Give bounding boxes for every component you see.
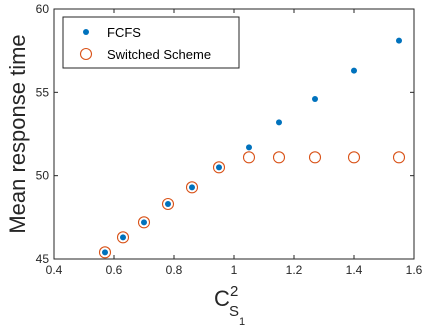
x-axis-label-main: C	[214, 286, 230, 311]
x-axis-label-superscript: 2	[230, 283, 238, 300]
x-tick-label: 0.6	[106, 263, 123, 277]
data-point	[120, 234, 126, 241]
x-axis-label-subsubscript: 1	[239, 316, 245, 328]
data-point	[102, 249, 108, 256]
data-point	[308, 151, 322, 164]
data-point	[137, 216, 151, 229]
x-axis-label-subscript: S	[229, 303, 239, 320]
x-tick-label: 1.6	[406, 263, 423, 277]
legend: FCFS Switched Scheme	[62, 16, 240, 69]
data-point	[246, 144, 252, 151]
data-point	[189, 184, 195, 191]
x-axis-ticks: 0.4 0.6 0.8 1 1.2 1.4 1.6	[46, 9, 423, 277]
series-fcfs	[102, 37, 402, 256]
data-point	[98, 246, 112, 259]
data-point	[312, 96, 318, 102]
y-tick-label: 60	[36, 2, 50, 16]
data-point	[347, 151, 361, 164]
x-tick-label: 0.8	[166, 263, 183, 277]
legend-box	[62, 16, 240, 69]
legend-label: FCFS	[107, 25, 141, 40]
data-point	[351, 67, 357, 74]
data-point	[242, 151, 256, 164]
legend-entries: FCFS Switched Scheme	[79, 25, 211, 62]
x-tick-label: 1	[231, 263, 238, 277]
series-switched-scheme	[98, 151, 406, 259]
data-point	[185, 181, 199, 194]
x-tick-label: 1.2	[286, 263, 303, 277]
data-point	[216, 164, 222, 171]
x-tick-label: 0.4	[46, 263, 63, 277]
y-axis-ticks: 45 50 55 60	[36, 2, 414, 266]
data-point	[392, 151, 406, 164]
y-tick-label: 45	[36, 252, 50, 266]
legend-label: Switched Scheme	[107, 47, 211, 62]
y-tick-label: 50	[36, 169, 50, 183]
legend-entry: Switched Scheme	[79, 47, 211, 62]
x-axis-label: C	[214, 286, 230, 311]
legend-marker-circle	[79, 47, 93, 61]
data-point	[161, 197, 175, 211]
data-point	[165, 201, 171, 207]
data-point	[396, 37, 402, 44]
legend-marker-dot	[83, 29, 89, 35]
data-point	[276, 119, 282, 126]
data-point	[141, 219, 147, 226]
data-point	[116, 231, 130, 244]
y-axis-label: Mean response time	[5, 34, 30, 233]
y-tick-label: 55	[36, 85, 50, 99]
legend-entry: FCFS	[83, 25, 141, 40]
data-point	[212, 161, 226, 174]
data-point	[272, 151, 286, 164]
x-tick-label: 1.4	[346, 263, 363, 277]
series-layer	[98, 37, 406, 259]
